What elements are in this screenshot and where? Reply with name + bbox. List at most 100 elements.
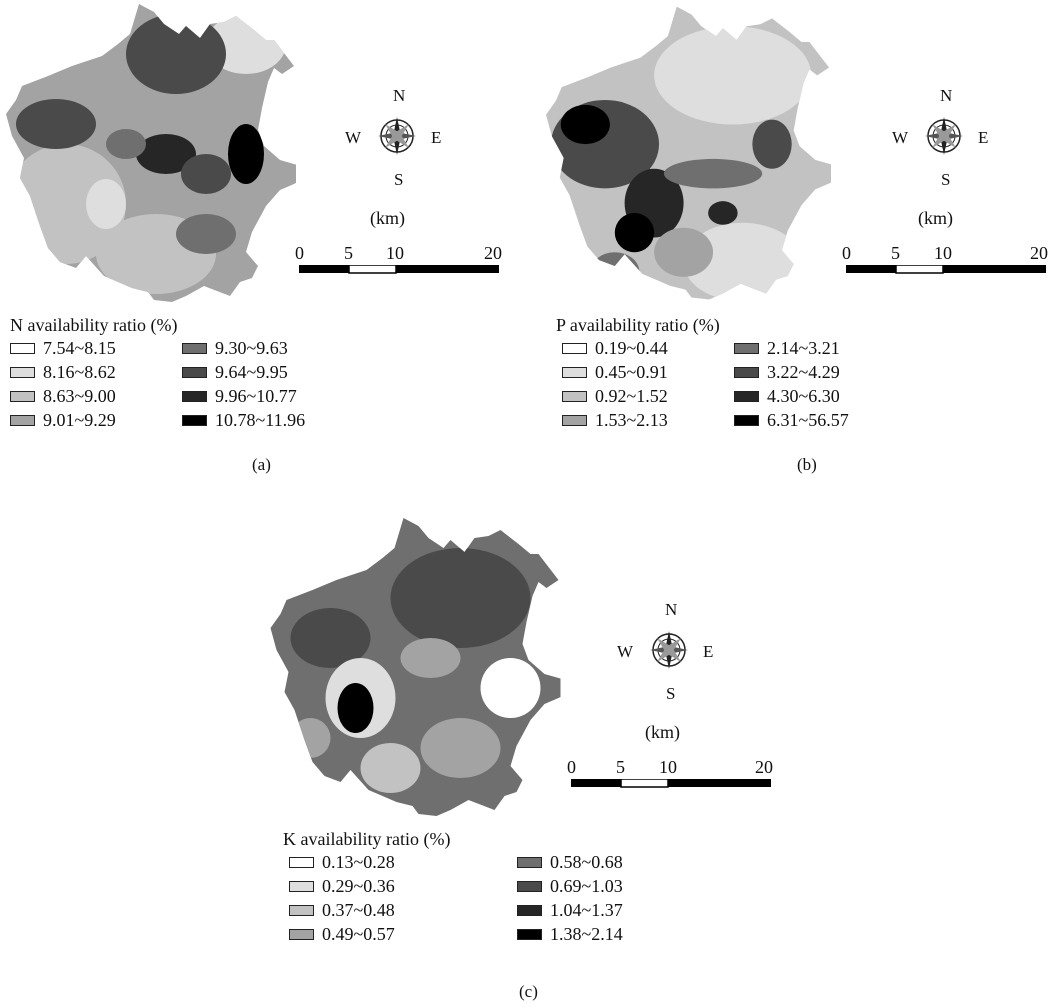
legend-item: 0.29~0.36 [289, 876, 395, 897]
legend-item: 9.64~9.95 [182, 362, 288, 383]
legend-label: 9.30~9.63 [215, 338, 288, 358]
scale-tick: 10 [386, 243, 404, 263]
legend-label: 0.29~0.36 [322, 876, 395, 896]
legend-label: 10.78~11.96 [215, 410, 306, 430]
legend-label: 6.31~56.57 [767, 410, 849, 430]
legend-item: 3.22~4.29 [734, 362, 840, 383]
legend-item: 10.78~11.96 [182, 410, 305, 431]
legend-label: 1.38~2.14 [550, 924, 623, 944]
legend-swatch [182, 391, 207, 402]
compass-e-label: E [978, 128, 989, 147]
legend-swatch [562, 343, 587, 354]
legend-swatch [10, 415, 35, 426]
legend-swatch [517, 857, 542, 868]
legend-item: 9.01~9.29 [10, 410, 116, 431]
scale-tick: 5 [344, 243, 353, 263]
legend-swatch [734, 391, 759, 402]
compass-n-label: N [665, 600, 678, 619]
scale-tick: 10 [934, 243, 952, 263]
caption-b: (b) [797, 455, 817, 474]
legend-item: 0.69~1.03 [517, 876, 623, 897]
map-a [6, 4, 296, 302]
legend-label: 9.01~9.29 [43, 410, 116, 430]
compass-s-label: S [394, 170, 404, 189]
scale-unit-label: (km) [645, 722, 680, 742]
compass-rose-icon [650, 631, 688, 669]
scale-unit-label: (km) [918, 208, 953, 228]
legend-swatch [562, 391, 587, 402]
legend-swatch [182, 343, 207, 354]
compass-rose-icon [378, 117, 416, 155]
legend-swatch [289, 929, 314, 940]
legend-item: 2.14~3.21 [734, 338, 840, 359]
legend-label: 0.49~0.57 [322, 924, 395, 944]
legend-swatch [517, 905, 542, 916]
legend-item: 1.38~2.14 [517, 924, 623, 945]
scale-tick: 5 [616, 757, 625, 777]
legend-label: 0.92~1.52 [595, 386, 668, 406]
legend-label: 9.96~10.77 [215, 386, 297, 406]
legend-title-c: K availability ratio (%) [283, 829, 451, 849]
legend-item: 0.19~0.44 [562, 338, 668, 359]
legend-label: 3.22~4.29 [767, 362, 840, 382]
legend-item: 9.96~10.77 [182, 386, 297, 407]
legend-swatch [10, 367, 35, 378]
legend-label: 8.16~8.62 [43, 362, 116, 382]
compass-w-label: W [617, 642, 634, 661]
legend-item: 8.63~9.00 [10, 386, 116, 407]
compass-w-label: W [345, 128, 362, 147]
legend-swatch [562, 367, 587, 378]
legend-item: 0.37~0.48 [289, 900, 395, 921]
legend-item: 0.13~0.28 [289, 852, 395, 873]
legend-swatch [289, 905, 314, 916]
legend-label: 2.14~3.21 [767, 338, 840, 358]
legend-swatch [289, 881, 314, 892]
legend-swatch [289, 857, 314, 868]
legend-item: 0.58~0.68 [517, 852, 623, 873]
scale-tick: 0 [295, 243, 304, 263]
caption-c: (c) [519, 982, 538, 1001]
legend-swatch [10, 343, 35, 354]
legend-item: 0.45~0.91 [562, 362, 668, 383]
map-c [270, 518, 561, 816]
scale-tick: 10 [659, 757, 677, 777]
legend-label: 0.45~0.91 [595, 362, 668, 382]
legend-item: 8.16~8.62 [10, 362, 116, 383]
compass-e-label: E [703, 642, 714, 661]
legend-item: 4.30~6.30 [734, 386, 840, 407]
legend-swatch [182, 367, 207, 378]
compass-e-label: E [431, 128, 442, 147]
map-b [546, 6, 831, 300]
compass-s-label: S [666, 684, 676, 703]
legend-label: 0.13~0.28 [322, 852, 395, 872]
legend-label: 0.37~0.48 [322, 900, 395, 920]
legend-swatch [562, 415, 587, 426]
legend-label: 7.54~8.15 [43, 338, 116, 358]
legend-label: 8.63~9.00 [43, 386, 116, 406]
legend-title-b: P availability ratio (%) [556, 315, 720, 335]
compass-n-label: N [940, 86, 953, 105]
legend-swatch [734, 367, 759, 378]
legend-item: 9.30~9.63 [182, 338, 288, 359]
legend-swatch [10, 391, 35, 402]
compass-rose-icon [925, 117, 963, 155]
compass-s-label: S [941, 170, 951, 189]
compass-w-label: W [892, 128, 909, 147]
compass-n-label: N [393, 86, 406, 105]
scale-tick: 0 [842, 243, 851, 263]
legend-item: 0.92~1.52 [562, 386, 668, 407]
legend-label: 9.64~9.95 [215, 362, 288, 382]
compass-rose-b: N W E S [892, 86, 1002, 196]
scale-tick: 20 [484, 243, 502, 263]
legend-label: 1.53~2.13 [595, 410, 668, 430]
scale-unit-label: (km) [370, 208, 405, 228]
scale-tick: 0 [567, 757, 576, 777]
legend-title-a: N availability ratio (%) [10, 315, 178, 335]
legend-item: 0.49~0.57 [289, 924, 395, 945]
scale-tick: 20 [1030, 243, 1048, 263]
legend-swatch [517, 881, 542, 892]
legend-swatch [517, 929, 542, 940]
scale-tick: 5 [891, 243, 900, 263]
compass-rose-a: N W E S [345, 86, 455, 196]
legend-item: 1.04~1.37 [517, 900, 623, 921]
